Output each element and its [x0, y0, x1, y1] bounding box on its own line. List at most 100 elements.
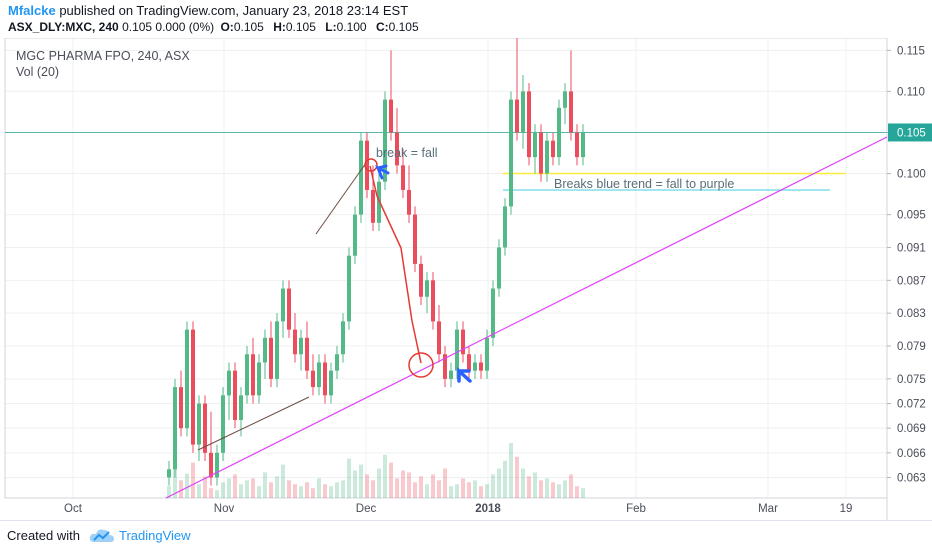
candle[interactable] — [491, 280, 495, 347]
candle[interactable] — [257, 354, 261, 404]
candle-body — [275, 321, 279, 379]
candle[interactable] — [185, 321, 189, 437]
candle[interactable] — [503, 198, 507, 256]
candle[interactable] — [281, 280, 285, 338]
candle-body — [305, 337, 309, 371]
volume-bar — [389, 462, 393, 498]
arrow-icon[interactable] — [375, 164, 390, 180]
candle[interactable] — [395, 107, 399, 174]
candle[interactable] — [305, 321, 309, 379]
candle[interactable] — [215, 444, 219, 486]
candle[interactable] — [413, 206, 417, 273]
candle[interactable] — [203, 395, 207, 462]
plot-frame — [4, 38, 888, 499]
candle-body — [563, 91, 567, 108]
volume-bar — [209, 488, 213, 498]
volume-bar — [221, 482, 225, 498]
candle[interactable] — [557, 99, 561, 166]
candle[interactable] — [407, 165, 411, 223]
candle[interactable] — [533, 124, 537, 174]
candle[interactable] — [353, 206, 357, 264]
price-chart[interactable]: 0.115 0.110 0.105 0.100 0.095 0.091 0.087 0.083… — [0, 38, 932, 520]
candle[interactable] — [377, 173, 381, 232]
tradingview-brand[interactable]: TradingView — [119, 528, 191, 543]
candle[interactable] — [233, 362, 237, 429]
candle[interactable] — [539, 124, 543, 182]
candle[interactable] — [287, 280, 291, 338]
candle-body — [287, 288, 291, 330]
candle[interactable] — [311, 354, 315, 396]
candle[interactable] — [179, 370, 183, 437]
support-line-1[interactable] — [197, 396, 310, 451]
volume-bar — [569, 474, 573, 498]
candle[interactable] — [275, 313, 279, 388]
bottom-circle[interactable] — [408, 352, 434, 378]
arrow-icon[interactable] — [457, 367, 472, 383]
candle[interactable] — [551, 132, 555, 166]
candle[interactable] — [461, 321, 465, 363]
candle[interactable] — [443, 346, 447, 388]
candle[interactable] — [191, 321, 195, 453]
candle[interactable] — [419, 255, 423, 305]
candle[interactable] — [293, 313, 297, 363]
candle[interactable] — [467, 346, 471, 379]
candle[interactable] — [479, 354, 483, 379]
candle[interactable] — [335, 346, 339, 379]
candle-body — [509, 99, 513, 207]
candle[interactable] — [389, 50, 393, 141]
candle[interactable] — [383, 91, 387, 190]
candle[interactable] — [167, 461, 171, 486]
last-change: 0.105 0.000 (0%) — [122, 20, 215, 34]
candle[interactable] — [569, 50, 573, 141]
candle[interactable] — [527, 83, 531, 166]
candle-body — [167, 469, 171, 478]
candle[interactable] — [323, 354, 327, 404]
candle[interactable] — [437, 304, 441, 363]
candle[interactable] — [299, 329, 303, 371]
candle[interactable] — [497, 239, 501, 297]
candle[interactable] — [425, 272, 429, 314]
candle-body — [257, 362, 261, 396]
candle[interactable] — [473, 354, 477, 379]
candle[interactable] — [245, 346, 249, 404]
support-line-2[interactable] — [315, 162, 367, 235]
candle[interactable] — [431, 272, 435, 330]
candle[interactable] — [227, 362, 231, 420]
candle[interactable] — [251, 337, 255, 404]
volume-bar — [281, 464, 285, 498]
break-circle[interactable] — [364, 158, 378, 172]
candle[interactable] — [197, 395, 201, 462]
candle[interactable] — [269, 321, 273, 388]
candle[interactable] — [221, 387, 225, 462]
candle[interactable] — [545, 132, 549, 182]
candle[interactable] — [401, 148, 405, 199]
candle[interactable] — [581, 124, 585, 166]
candle-body — [443, 354, 447, 379]
candle[interactable] — [509, 91, 513, 215]
candle[interactable] — [365, 132, 369, 199]
candle[interactable] — [521, 74, 525, 149]
candle[interactable] — [449, 362, 453, 388]
candle[interactable] — [173, 378, 177, 478]
candle[interactable] — [317, 354, 321, 396]
candle[interactable] — [239, 387, 243, 437]
candle-body — [173, 387, 177, 470]
candle[interactable] — [563, 83, 567, 125]
author-name[interactable]: Mfalcke — [8, 3, 56, 18]
candle[interactable] — [515, 38, 519, 141]
candle[interactable] — [341, 313, 345, 363]
y-tick-label: 0.083 — [897, 308, 926, 320]
candle[interactable] — [347, 247, 351, 330]
candle[interactable] — [455, 321, 459, 379]
tradingview-cloud-icon[interactable] — [89, 527, 115, 545]
candle[interactable] — [263, 329, 267, 379]
candle[interactable] — [329, 362, 333, 404]
trend-line[interactable] — [165, 136, 888, 499]
candle[interactable] — [359, 132, 363, 223]
candle-body — [557, 107, 561, 158]
y-tick-label: 0.072 — [897, 399, 926, 411]
candle-body — [299, 337, 303, 355]
candle[interactable] — [575, 124, 579, 166]
path-drawing[interactable] — [369, 165, 422, 364]
candle[interactable] — [209, 411, 213, 486]
